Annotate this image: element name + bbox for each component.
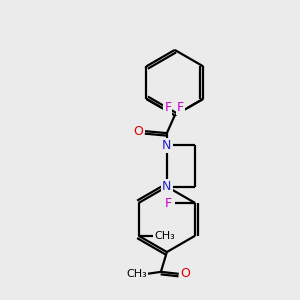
Text: F: F [177, 101, 184, 114]
Text: CH₃: CH₃ [127, 269, 148, 279]
Text: N: N [162, 139, 172, 152]
Text: N: N [162, 180, 172, 193]
Text: F: F [165, 196, 172, 209]
Text: O: O [133, 125, 143, 138]
Text: F: F [164, 101, 171, 114]
Text: O: O [181, 267, 190, 280]
Text: CH₃: CH₃ [154, 231, 175, 241]
